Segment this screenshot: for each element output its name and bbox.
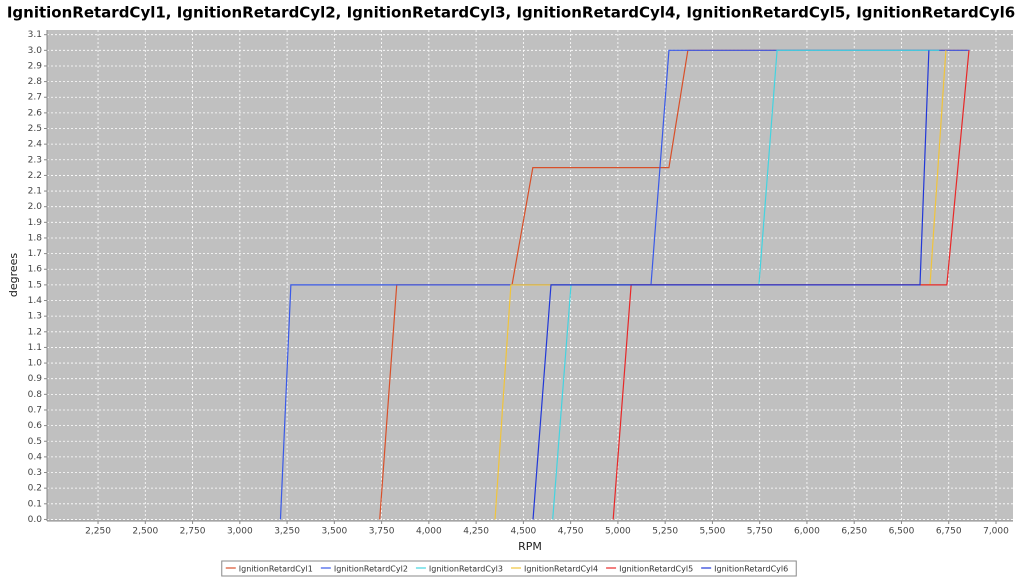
y-tick-label: 2.0 [28,202,43,212]
y-tick-label: 0.1 [28,499,42,509]
legend-label: IgnitionRetardCyl2 [334,565,408,574]
y-tick-label: 1.3 [28,312,42,322]
x-tick-label: 6,000 [794,527,820,537]
series-line [532,50,930,520]
y-tick-label: 0.0 [28,515,43,525]
x-tick-label: 5,500 [700,527,726,537]
legend-label: IgnitionRetardCyl5 [619,565,693,574]
x-tick-label: 3,750 [369,527,395,537]
x-tick-label: 5,000 [605,527,631,537]
x-tick-label: 5,750 [747,527,773,537]
y-tick-label: 1.0 [28,359,43,369]
legend-label: IgnitionRetardCyl1 [239,565,313,574]
y-tick-label: 0.9 [28,374,43,384]
chart-title: IgnitionRetardCyl1, IgnitionRetardCyl2, … [7,4,1015,22]
y-tick-label: 2.2 [28,171,42,181]
y-tick-label: 1.7 [28,249,42,259]
y-tick-label: 1.6 [28,265,43,275]
plot-area [47,30,1013,521]
y-tick-label: 1.1 [28,343,42,353]
y-tick-label: 2.7 [28,93,42,103]
x-tick-label: 6,750 [936,527,962,537]
x-tick-label: 3,250 [274,527,300,537]
legend-label: IgnitionRetardCyl4 [524,565,598,574]
y-tick-label: 2.8 [28,77,43,87]
y-tick-label: 3.1 [28,30,42,40]
y-tick-label: 1.8 [28,233,43,243]
legend-label: IgnitionRetardCyl3 [429,565,503,574]
x-tick-label: 4,000 [416,527,442,537]
x-tick-label: 2,500 [132,527,158,537]
y-tick-label: 0.5 [28,437,42,447]
x-tick-label: 5,250 [652,527,678,537]
y-tick-label: 2.5 [28,124,42,134]
y-tick-label: 0.3 [28,468,42,478]
y-tick-label: 0.8 [28,390,43,400]
legend [221,560,797,577]
y-tick-label: 0.4 [28,452,43,462]
y-tick-label: 0.7 [28,405,42,415]
x-axis-label: RPM [518,540,542,553]
x-tick-label: 4,750 [558,527,584,537]
x-tick-label: 3,500 [321,527,347,537]
x-tick-label: 7,000 [983,527,1009,537]
x-tick-label: 6,500 [889,527,915,537]
x-tick-label: 3,000 [227,527,253,537]
legend-label: IgnitionRetardCyl6 [714,565,788,574]
y-tick-label: 1.5 [28,280,42,290]
y-axis-label: degrees [7,253,20,298]
x-tick-label: 4,250 [463,527,489,537]
y-tick-label: 2.4 [28,140,43,150]
x-tick-label: 2,750 [180,527,206,537]
y-tick-label: 1.4 [28,296,43,306]
y-tick-label: 1.9 [28,218,43,228]
y-tick-label: 2.9 [28,61,43,71]
y-tick-label: 0.2 [28,484,42,494]
x-tick-label: 6,250 [841,527,867,537]
y-tick-label: 2.1 [28,187,42,197]
x-tick-label: 4,500 [511,527,537,537]
y-tick-label: 2.6 [28,108,43,118]
y-tick-label: 3.0 [28,46,43,56]
y-tick-label: 1.2 [28,327,42,337]
x-tick-label: 2,250 [85,527,111,537]
y-tick-label: 2.3 [28,155,42,165]
y-tick-label: 0.6 [28,421,43,431]
